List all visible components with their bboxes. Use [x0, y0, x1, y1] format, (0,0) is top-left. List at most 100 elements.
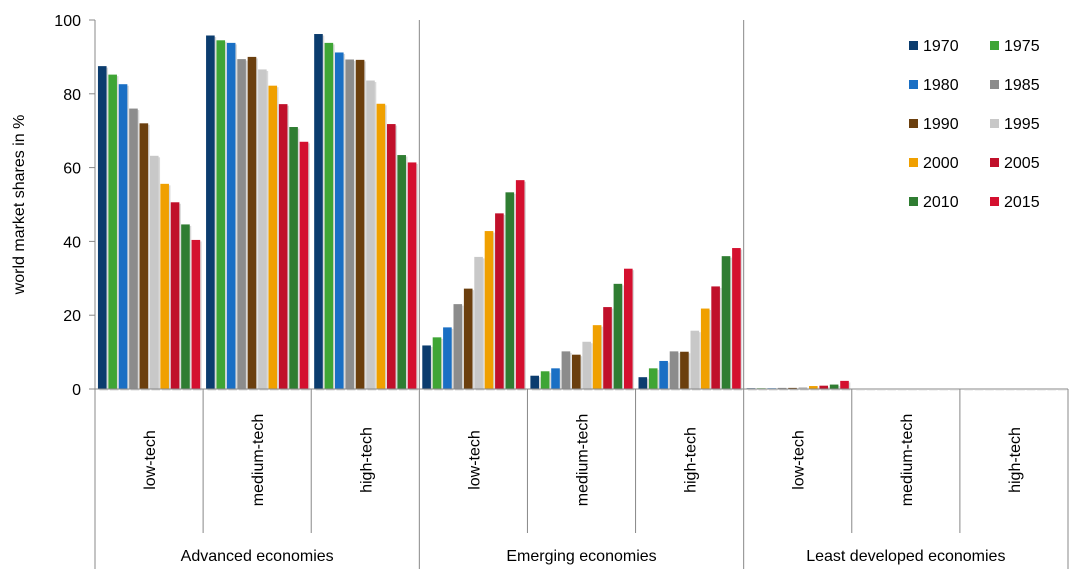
y-tick-label: 60 [63, 161, 81, 178]
legend-label-2000: 2000 [923, 155, 959, 172]
legend-label-1975: 1975 [1004, 38, 1040, 55]
legend-swatch-2010 [909, 197, 918, 206]
bar-1985-emerging-high-tech [669, 351, 679, 389]
category-label: high-tech [358, 427, 375, 493]
bar-series [97, 34, 1067, 391]
bar-1975-advanced-high-tech [324, 42, 334, 390]
group-label: Emerging economies [506, 548, 656, 565]
bar-1995-advanced-low-tech [149, 155, 159, 389]
bar-1970-advanced-low-tech [97, 66, 107, 389]
category-label: medium-tech [899, 414, 916, 506]
bar-2005-advanced-medium-tech [278, 104, 288, 389]
bar-shadow [779, 389, 788, 391]
bar-1990-advanced-low-tech [139, 123, 149, 389]
x-axis: low-tech medium-tech high-tech low-tech medi… [94, 20, 1069, 569]
category-label: low-tech [466, 430, 483, 490]
bar-2000-advanced-low-tech [160, 183, 169, 389]
bar-2015-least-low-tech [840, 380, 849, 389]
category-label: medium-tech [575, 414, 592, 506]
bar-1970-advanced-medium-tech [206, 35, 215, 390]
legend-swatch-1995 [990, 119, 999, 128]
bar-1990-advanced-medium-tech [247, 56, 257, 390]
bar-1995-least-low-tech [798, 387, 808, 389]
legend-label-1990: 1990 [923, 116, 959, 133]
legend-swatch-2000 [909, 158, 918, 167]
bar-2010-least-low-tech [829, 384, 839, 389]
y-axis-title: world market shares in % [11, 115, 28, 296]
category-label: high-tech [1007, 427, 1024, 493]
bar-1975-emerging-high-tech [648, 368, 658, 389]
legend-swatch-1980 [909, 80, 918, 89]
bar-1990-advanced-high-tech [355, 59, 365, 390]
bar-1980-advanced-high-tech [334, 52, 344, 390]
group-label: Least developed economies [806, 548, 1005, 565]
legend-swatch-1975 [990, 41, 999, 50]
bar-2010-advanced-low-tech [181, 224, 190, 389]
bar-1975-emerging-medium-tech [540, 371, 550, 389]
bar-2005-emerging-medium-tech [603, 307, 612, 389]
bar-1975-emerging-low-tech [432, 337, 442, 389]
bar-1970-emerging-low-tech [422, 345, 431, 389]
bar-2010-advanced-medium-tech [289, 127, 298, 389]
bar-1995-advanced-high-tech [366, 80, 375, 390]
bar-1980-emerging-low-tech [443, 327, 452, 389]
legend-label-1985: 1985 [1004, 77, 1040, 94]
bar-1995-emerging-high-tech [690, 330, 700, 389]
bar-1990-emerging-medium-tech [572, 354, 581, 389]
bar-1990-least-low-tech [788, 387, 797, 389]
bar-1995-emerging-medium-tech [582, 341, 591, 389]
legend-label-1980: 1980 [923, 77, 959, 94]
bar-2015-emerging-low-tech [515, 180, 525, 389]
bar-2005-emerging-low-tech [495, 213, 504, 389]
bar-2005-advanced-low-tech [170, 202, 180, 389]
bar-1995-advanced-medium-tech [258, 69, 267, 390]
bar-2005-least-low-tech [819, 385, 829, 389]
legend-label-1995: 1995 [1004, 116, 1040, 133]
legend-swatch-1970 [909, 41, 918, 50]
bar-2000-emerging-high-tech [700, 308, 710, 389]
bar-2015-advanced-high-tech [407, 162, 417, 389]
bar-2010-advanced-high-tech [397, 155, 406, 389]
bar-shadow [800, 388, 809, 391]
legend-swatch-2015 [990, 197, 999, 206]
bar-1985-least-low-tech [777, 387, 787, 389]
bar-1985-advanced-medium-tech [237, 59, 246, 389]
legend-label-2010: 2010 [923, 194, 959, 211]
bar-2015-emerging-medium-tech [624, 268, 633, 389]
bar-2015-emerging-high-tech [732, 248, 741, 389]
bar-2000-advanced-high-tech [376, 103, 386, 389]
y-tick-label: 20 [63, 308, 81, 325]
bar-2005-emerging-high-tech [711, 286, 720, 389]
bar-1970-advanced-high-tech [314, 34, 323, 389]
bar-1975-advanced-medium-tech [216, 40, 226, 390]
bar-shadow [789, 389, 799, 391]
group-label: Advanced economies [181, 548, 334, 565]
category-label: low-tech [142, 430, 159, 490]
bar-1975-advanced-low-tech [108, 74, 117, 389]
legend-label-2015: 2015 [1004, 194, 1040, 211]
bar-1990-emerging-high-tech [680, 351, 689, 389]
bar-1985-emerging-medium-tech [561, 351, 571, 389]
category-label: medium-tech [250, 414, 267, 506]
category-label: high-tech [683, 427, 700, 493]
bar-2000-emerging-medium-tech [592, 325, 602, 389]
y-tick-label: 0 [72, 382, 81, 399]
y-tick-label: 100 [54, 13, 81, 30]
bar-1970-emerging-medium-tech [530, 375, 539, 389]
legend-swatch-1985 [990, 80, 999, 89]
y-tick-label: 80 [63, 87, 81, 104]
bar-2015-advanced-low-tech [191, 239, 201, 389]
bar-1995-emerging-low-tech [474, 256, 483, 389]
bar-2005-advanced-high-tech [386, 124, 396, 390]
y-axis: 0 20 40 60 80 100 [54, 13, 96, 399]
bar-2010-emerging-medium-tech [613, 283, 623, 389]
bar-1990-emerging-low-tech [463, 288, 473, 389]
bar-2000-emerging-low-tech [484, 231, 494, 389]
bar-1985-advanced-low-tech [129, 108, 138, 389]
bar-1980-advanced-medium-tech [226, 42, 236, 390]
bar-1985-advanced-high-tech [345, 59, 354, 389]
bar-1980-emerging-high-tech [659, 360, 668, 389]
bar-2015-advanced-medium-tech [299, 141, 309, 389]
bar-1985-emerging-low-tech [453, 304, 463, 389]
